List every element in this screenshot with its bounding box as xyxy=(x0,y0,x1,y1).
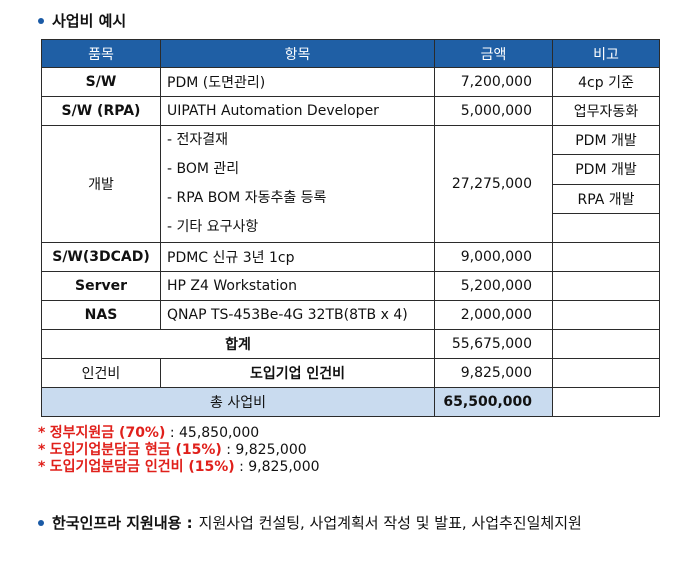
row-item: 개발 xyxy=(41,125,161,243)
support-info: 한국인프라 지원내용 : 지원사업 컨설팅, 사업계획서 작성 및 발표, 사업… xyxy=(38,512,582,533)
note-line: * 도입기업분담금 현금 (15%) : 9,825,000 xyxy=(38,442,320,459)
bullet-icon xyxy=(38,17,44,24)
detail-line: - BOM 관리 xyxy=(167,161,240,177)
row-note: PDM 개발 xyxy=(552,154,660,185)
detail-line: - RPA BOM 자동추출 등록 xyxy=(167,190,327,206)
support-info-value: 지원사업 컨설팅, 사업계획서 작성 및 발표, 사업추진일체지원 xyxy=(198,514,582,532)
funding-notes: * 정부지원금 (70%) : 45,850,000 * 도입기업분담금 현금 … xyxy=(38,425,320,476)
subtotal-amount: 55,675,000 xyxy=(434,329,553,359)
table-row: RPA 개발 xyxy=(42,183,660,214)
detail-line: - 전자결재 xyxy=(167,132,229,148)
note-label: 도입기업분담금 현금 (15%) xyxy=(49,442,222,458)
row-note xyxy=(552,271,660,301)
note-separator: : xyxy=(221,442,236,458)
row-amount: 27,275,000 xyxy=(434,125,553,243)
table-row: 개발 - 전자결재 - BOM 관리 - RPA BOM 자동추출 등록 - 기… xyxy=(41,124,660,243)
table-row xyxy=(42,212,660,244)
asterisk-mark: * xyxy=(38,459,46,475)
labor-note xyxy=(552,358,660,388)
subtotal-label: 합계 xyxy=(41,329,435,359)
budget-table: 품목 항목 금액 비고 S/W PDM (도면관리) 7,200,000 4cp… xyxy=(41,39,660,417)
note-line: * 정부지원금 (70%) : 45,850,000 xyxy=(38,425,320,442)
section-heading-text: 사업비 예시 xyxy=(52,12,127,30)
table-row: S/W(3DCAD) PDMC 신규 3년 1cp 9,000,000 xyxy=(41,242,660,272)
row-item: S/W(3DCAD) xyxy=(41,242,161,272)
note-value: 9,825,000 xyxy=(248,459,320,475)
row-item: NAS xyxy=(41,300,161,330)
row-note: PDM 개발 xyxy=(552,124,660,156)
header-detail: 항목 xyxy=(160,39,435,68)
bullet-icon xyxy=(38,519,44,526)
row-note xyxy=(552,242,660,272)
row-note xyxy=(552,300,660,330)
row-detail: PDM (도면관리) xyxy=(160,67,435,97)
asterisk-mark: * xyxy=(38,442,46,458)
row-item: Server xyxy=(41,271,161,301)
row-note: 4cp 기준 xyxy=(552,67,660,97)
subtotal-note xyxy=(552,329,660,359)
table-row: Server HP Z4 Workstation 5,200,000 xyxy=(41,271,660,301)
table-row: NAS QNAP TS-453Be-4G 32TB(8TB x 4) 2,000… xyxy=(41,300,660,330)
header-item: 품목 xyxy=(41,39,161,68)
total-amount: 65,500,000 xyxy=(434,387,553,417)
note-value: 45,850,000 xyxy=(179,425,260,441)
subtotal-row: 합계 55,675,000 xyxy=(41,329,660,359)
note-value: 9,825,000 xyxy=(235,442,307,458)
row-note: 업무자동화 xyxy=(552,96,660,126)
note-line: * 도입기업분담금 인건비 (15%) : 9,825,000 xyxy=(38,459,320,476)
note-label: 정부지원금 (70%) xyxy=(49,425,166,441)
header-amount: 금액 xyxy=(434,39,553,68)
row-amount: 5,000,000 xyxy=(434,96,553,126)
labor-amount: 9,825,000 xyxy=(434,358,553,388)
row-item: S/W xyxy=(41,67,161,97)
row-detail-list: - 전자결재 - BOM 관리 - RPA BOM 자동추출 등록 - 기타 요… xyxy=(160,125,435,243)
row-note xyxy=(552,212,660,244)
total-label: 총 사업비 xyxy=(41,387,435,417)
detail-line: - 기타 요구사항 xyxy=(167,219,259,235)
table-row: PDM 개발 xyxy=(42,154,660,185)
table-header-row: 품목 항목 금액 비고 xyxy=(41,39,660,68)
total-row: 총 사업비 65,500,000 xyxy=(41,387,660,417)
labor-row: 인건비 도입기업 인건비 9,825,000 xyxy=(41,358,660,388)
table-row: S/W (RPA) UIPATH Automation Developer 5,… xyxy=(41,96,660,126)
header-note: 비고 xyxy=(552,39,660,68)
row-amount: 7,200,000 xyxy=(434,67,553,97)
section-heading: 사업비 예시 xyxy=(38,10,126,31)
row-amount: 2,000,000 xyxy=(434,300,553,330)
note-separator: : xyxy=(234,459,249,475)
asterisk-mark: * xyxy=(38,425,46,441)
row-detail: PDMC 신규 3년 1cp xyxy=(160,242,435,272)
labor-item: 인건비 xyxy=(41,358,161,388)
row-note: RPA 개발 xyxy=(552,183,660,214)
row-detail: QNAP TS-453Be-4G 32TB(8TB x 4) xyxy=(160,300,435,330)
support-info-label: 한국인프라 지원내용 : xyxy=(52,514,193,532)
note-separator: : xyxy=(165,425,179,441)
note-label: 도입기업분담금 인건비 (15%) xyxy=(49,459,235,475)
row-amount: 9,000,000 xyxy=(434,242,553,272)
row-detail: UIPATH Automation Developer xyxy=(160,96,435,126)
row-item: S/W (RPA) xyxy=(41,96,161,126)
labor-detail: 도입기업 인건비 xyxy=(160,358,435,388)
table-row: S/W PDM (도면관리) 7,200,000 4cp 기준 xyxy=(41,67,660,97)
row-amount: 5,200,000 xyxy=(434,271,553,301)
row-detail: HP Z4 Workstation xyxy=(160,271,435,301)
total-note xyxy=(552,387,660,417)
